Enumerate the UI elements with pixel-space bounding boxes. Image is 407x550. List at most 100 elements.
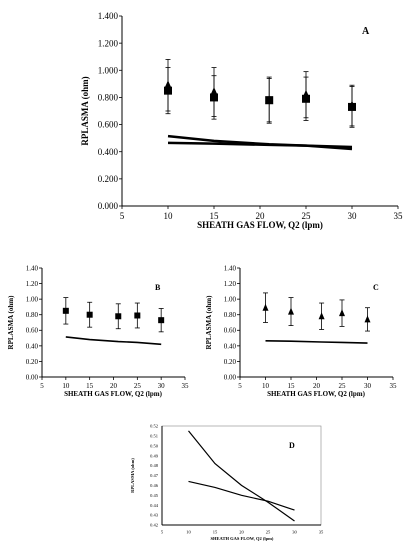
triangle-point xyxy=(348,100,356,110)
x-tick-label: 35 xyxy=(182,382,190,390)
series-line xyxy=(265,340,368,344)
x-tick-label: 30 xyxy=(158,382,166,390)
x-tick-label: 30 xyxy=(364,382,372,390)
x-tick-label: 30 xyxy=(292,530,297,535)
x-tick-label: 15 xyxy=(288,382,296,390)
series-line xyxy=(188,480,295,511)
x-tick-label: 10 xyxy=(186,530,191,535)
y-tick-label: 0.00 xyxy=(26,373,39,381)
triangle-point xyxy=(288,307,294,315)
x-tick-label: 5 xyxy=(161,530,164,535)
y-tick-label: 0.49 xyxy=(150,453,159,458)
y-tick-label: 0.45 xyxy=(150,493,159,498)
x-tick-label: 25 xyxy=(302,211,312,221)
y-tick-label: 1.40 xyxy=(224,264,237,272)
series-line xyxy=(65,336,162,346)
x-tick-label: 25 xyxy=(339,382,347,390)
triangle-point xyxy=(302,89,310,99)
x-axis-label: SHEATH GAS FLOW, Q2 (lpm) xyxy=(197,220,323,230)
y-tick-label: 1.200 xyxy=(98,38,119,48)
y-tick-label: 0.800 xyxy=(98,93,119,103)
x-tick-label: 25 xyxy=(266,530,271,535)
y-tick-label: 0.200 xyxy=(98,174,119,184)
y-tick-label: 0.80 xyxy=(224,311,237,319)
y-axis-label: RPLASMA (ohm) xyxy=(7,295,15,350)
y-tick-label: 0.600 xyxy=(98,120,119,130)
panel-label: A xyxy=(362,26,370,37)
square-point xyxy=(86,311,93,318)
y-tick-label: 0.43 xyxy=(150,513,159,518)
y-tick-label: 0.46 xyxy=(150,483,159,488)
y-axis-label: RPLASMA (ohm) xyxy=(130,458,135,493)
y-tick-label: 0.00 xyxy=(224,373,237,381)
triangle-point xyxy=(265,95,274,105)
square-point xyxy=(115,313,122,320)
x-tick-label: 10 xyxy=(62,382,70,390)
x-tick-label: 20 xyxy=(239,530,244,535)
panel-label: B xyxy=(155,283,161,292)
x-tick-label: 15 xyxy=(210,211,220,221)
y-tick-label: 0.20 xyxy=(224,358,237,366)
x-tick-label: 35 xyxy=(394,211,404,221)
series-line xyxy=(188,430,295,522)
triangle-point xyxy=(364,315,371,323)
x-tick-label: 20 xyxy=(313,382,321,390)
y-tick-label: 1.20 xyxy=(26,280,39,288)
x-axis-label: SHEATH GAS FLOW, Q2 (lpm) xyxy=(64,390,162,398)
y-tick-label: 0.20 xyxy=(26,358,39,366)
triangle-point xyxy=(318,312,325,320)
square-point xyxy=(134,312,141,319)
x-tick-label: 25 xyxy=(134,382,142,390)
y-tick-label: 0.51 xyxy=(150,433,158,438)
y-tick-label: 0.50 xyxy=(150,443,159,448)
x-axis-label: SHEATH GAS FLOW, Q2 (lpm) xyxy=(267,390,365,398)
series-line xyxy=(167,141,353,149)
y-tick-label: 1.00 xyxy=(26,296,39,304)
y-tick-label: 0.52 xyxy=(150,424,158,429)
y-tick-label: 0.40 xyxy=(224,342,237,350)
y-tick-label: 0.42 xyxy=(150,523,158,528)
triangle-point xyxy=(164,80,172,90)
x-tick-label: 15 xyxy=(213,530,218,535)
panel-label: C xyxy=(373,283,379,292)
chart-panel-a: 0.000 0.200 0.400 0.600 0.800 1.000 1.200 1.400… xyxy=(80,11,403,230)
chart-panel-c: 0.00 0.20 0.40 0.60 0.80 1.00 1.20 1.40 5 10 15 20 2… xyxy=(205,264,397,398)
triangle-point xyxy=(262,303,269,311)
x-tick-label: 5 xyxy=(120,211,125,221)
chart-panel-b: 0.00 0.20 0.40 0.60 0.80 1.00 1.20 1.40 5 10 15 20 2… xyxy=(7,264,189,398)
y-tick-label: 0.47 xyxy=(150,473,159,478)
triangle-point xyxy=(210,87,218,96)
chart-panel-d: 0.42 0.43 0.44 0.45 0.46 0.47 0.48 0.49 0.50 0.51… xyxy=(130,424,324,541)
y-tick-label: 0.40 xyxy=(26,342,39,350)
y-axis-label: RPLASMA (ohm) xyxy=(80,76,90,145)
x-tick-label: 30 xyxy=(348,211,358,221)
y-tick-label: 1.000 xyxy=(98,65,119,75)
y-tick-label: 0.400 xyxy=(98,147,119,157)
x-tick-label: 35 xyxy=(319,530,324,535)
y-tick-label: 1.20 xyxy=(224,280,237,288)
y-axis-label: RPLASMA (ohm) xyxy=(205,295,213,350)
y-tick-label: 1.400 xyxy=(98,11,119,21)
y-tick-label: 0.80 xyxy=(26,311,39,319)
square-point xyxy=(158,317,165,324)
triangle-point xyxy=(339,309,345,317)
x-tick-label: 15 xyxy=(86,382,94,390)
x-tick-label: 20 xyxy=(256,211,266,221)
y-tick-label: 0.44 xyxy=(150,503,159,508)
x-tick-label: 5 xyxy=(40,382,44,390)
y-tick-label: 1.00 xyxy=(224,296,237,304)
x-tick-label: 10 xyxy=(262,382,270,390)
x-tick-label: 20 xyxy=(110,382,118,390)
x-tick-label: 10 xyxy=(164,211,174,221)
x-tick-label: 35 xyxy=(390,382,398,390)
y-tick-label: 0.60 xyxy=(26,327,39,335)
y-tick-label: 0.000 xyxy=(98,201,119,211)
y-tick-label: 0.60 xyxy=(224,327,237,335)
plot-frame xyxy=(161,425,322,526)
square-point xyxy=(62,307,69,314)
panel-label: D xyxy=(289,441,295,450)
x-tick-label: 5 xyxy=(238,382,242,390)
x-axis-label: SHEATH GAS FLOW, Q2 (lpm) xyxy=(211,536,274,541)
y-tick-label: 1.40 xyxy=(26,264,39,272)
